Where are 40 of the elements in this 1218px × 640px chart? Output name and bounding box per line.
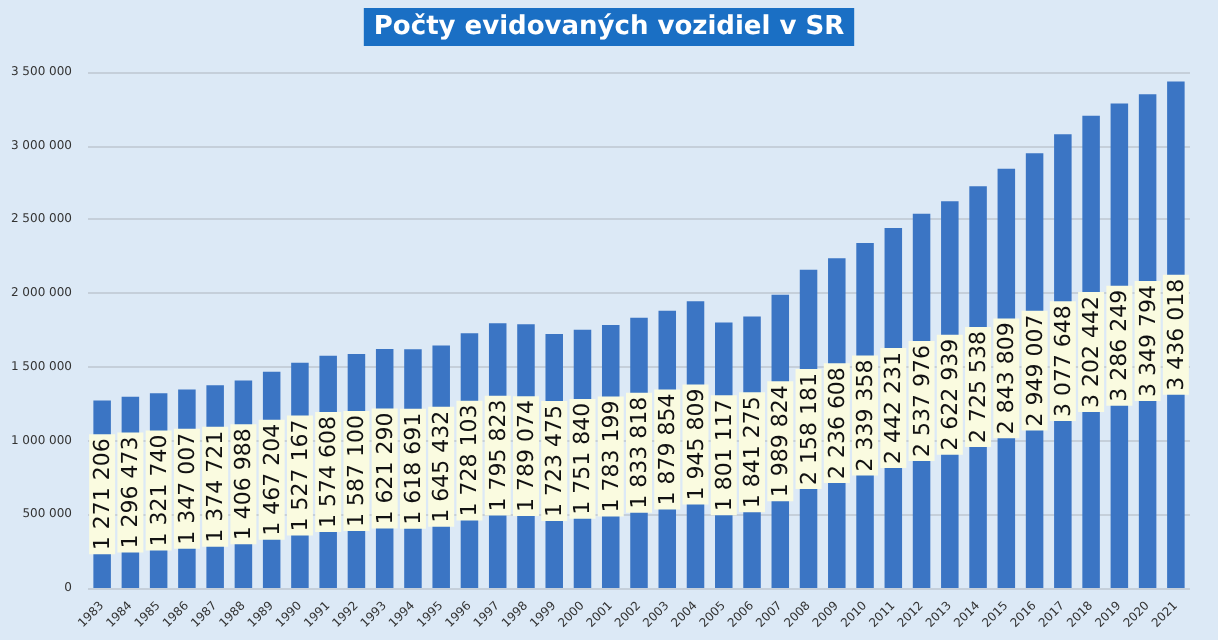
data-label: 2 339 358 — [852, 359, 879, 472]
data-label: 1 374 721 — [202, 430, 229, 543]
data-label: 1 347 007 — [173, 432, 200, 545]
data-label: 2 537 976 — [908, 344, 935, 457]
data-label: 1 321 740 — [145, 434, 172, 547]
data-label: 3 202 442 — [1078, 295, 1105, 408]
data-label: 1 645 432 — [428, 410, 455, 523]
data-label: 1 751 840 — [569, 402, 596, 515]
data-label: 1 271 206 — [89, 438, 116, 551]
data-label: 1 801 117 — [710, 399, 737, 512]
data-label: 3 436 018 — [1162, 278, 1189, 391]
data-label: 1 783 199 — [597, 400, 624, 513]
data-label: 1 945 809 — [682, 388, 709, 501]
data-label: 2 442 231 — [880, 351, 907, 464]
data-label: 1 574 608 — [315, 415, 342, 528]
data-label: 1 833 818 — [626, 396, 652, 509]
data-label: 2 622 939 — [936, 338, 963, 451]
data-label: 2 843 809 — [993, 322, 1020, 435]
data-label: 1 527 167 — [286, 419, 313, 532]
data-label: 2 725 538 — [965, 331, 992, 444]
data-label: 1 618 691 — [399, 412, 426, 525]
data-label: 3 349 794 — [1134, 285, 1161, 398]
data-label: 1 789 074 — [512, 400, 539, 513]
data-label: 1 406 988 — [230, 428, 257, 541]
data-label: 1 467 204 — [258, 423, 285, 536]
chart-title: Počty evidovaných vozidiel v SR — [373, 12, 845, 42]
data-label: 1 795 823 — [484, 399, 511, 512]
data-label: 3 286 249 — [1106, 289, 1133, 402]
data-label: 1 587 100 — [343, 415, 370, 527]
data-label: 2 158 181 — [795, 372, 822, 485]
data-label: 1 728 103 — [456, 404, 483, 517]
data-label: 2 949 007 — [1021, 314, 1048, 427]
data-label: 1 723 475 — [541, 404, 568, 517]
data-label: 1 621 290 — [371, 412, 398, 525]
data-label: 1 841 275 — [739, 396, 766, 509]
data-label: 3 077 648 — [1049, 305, 1076, 418]
data-label: 1 296 473 — [117, 436, 144, 549]
data-label: 2 236 608 — [823, 367, 850, 480]
data-label: 1 879 854 — [654, 393, 681, 506]
data-label: 1 989 824 — [767, 385, 794, 498]
